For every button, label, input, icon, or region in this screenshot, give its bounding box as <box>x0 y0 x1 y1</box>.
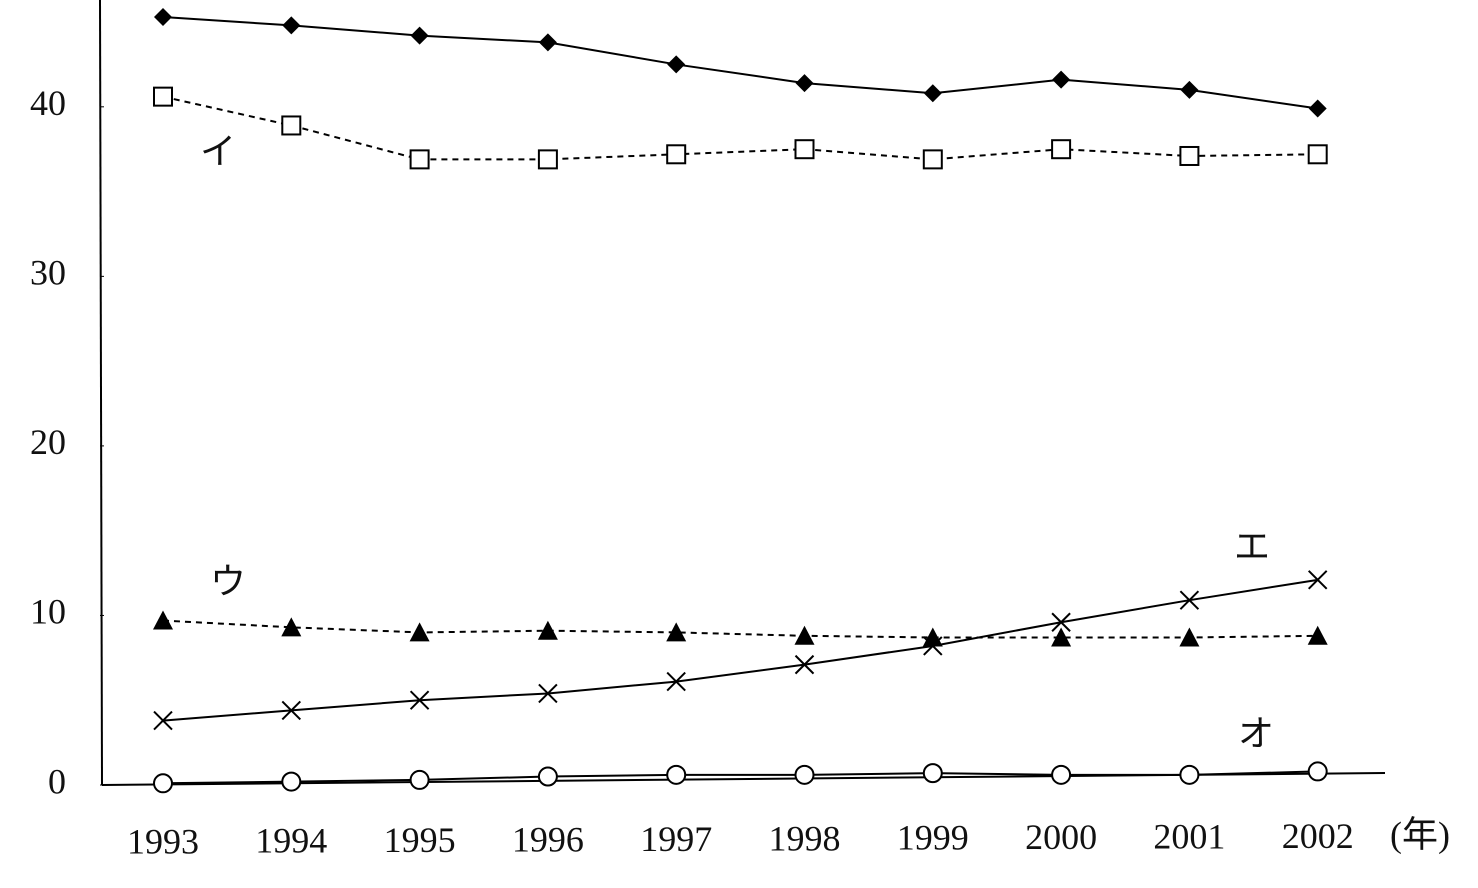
marker <box>667 55 686 74</box>
series-line <box>162 95 1318 161</box>
marker <box>153 86 173 107</box>
marker <box>537 149 558 170</box>
marker <box>666 671 686 692</box>
marker <box>666 144 687 165</box>
x-axis-label: (年) <box>1390 814 1450 854</box>
marker <box>537 766 558 787</box>
marker <box>922 763 943 784</box>
marker <box>1051 612 1071 632</box>
marker <box>1307 144 1328 165</box>
marker <box>409 622 430 642</box>
series-label: エ <box>1234 526 1270 566</box>
marker <box>923 84 942 103</box>
marker <box>1052 70 1071 89</box>
y-tick-label: 10 <box>30 592 66 632</box>
y-axis <box>99 0 103 786</box>
marker <box>1179 764 1200 785</box>
marker <box>1308 99 1327 118</box>
marker <box>409 769 430 790</box>
marker <box>1180 80 1199 99</box>
marker <box>409 149 430 170</box>
marker <box>537 620 558 640</box>
marker <box>1307 761 1328 782</box>
y-tick-label: 40 <box>30 83 66 123</box>
marker <box>1179 627 1200 647</box>
marker <box>538 33 557 52</box>
x-tick-label: 1998 <box>769 818 841 858</box>
marker <box>538 683 558 704</box>
marker <box>795 74 814 93</box>
y-tick-label: 0 <box>48 761 66 801</box>
marker <box>281 700 302 721</box>
marker <box>281 617 302 637</box>
series-line <box>162 15 1318 110</box>
marker <box>794 139 815 160</box>
marker <box>922 149 943 170</box>
y-tick-label: 30 <box>30 253 66 293</box>
x-tick-label: 2000 <box>1025 817 1097 857</box>
series-label: ウ <box>210 561 246 601</box>
marker <box>666 764 687 785</box>
series-line <box>162 578 1318 722</box>
x-tick-label: 1997 <box>640 819 712 859</box>
marker <box>154 7 172 26</box>
marker <box>1307 625 1328 645</box>
marker <box>794 625 815 645</box>
marker <box>1307 570 1328 590</box>
y-tick-label: 20 <box>30 422 66 462</box>
marker <box>153 710 173 731</box>
marker <box>282 16 301 35</box>
x-tick-label: 2002 <box>1282 816 1354 856</box>
marker <box>281 771 302 792</box>
marker <box>1179 590 1200 610</box>
series-label: イ <box>200 131 236 171</box>
marker <box>409 690 430 710</box>
x-tick-label: 1995 <box>384 820 456 860</box>
marker <box>794 764 815 785</box>
marker <box>1051 139 1072 160</box>
x-tick-label: 2001 <box>1153 816 1225 856</box>
series-line <box>162 619 1318 639</box>
series-line <box>162 770 1318 785</box>
x-tick-label: 1994 <box>255 821 327 861</box>
x-tick-label: 1993 <box>127 821 199 861</box>
marker <box>794 654 815 675</box>
marker <box>281 115 302 136</box>
marker <box>1179 145 1200 166</box>
marker <box>153 773 173 794</box>
marker <box>923 636 943 656</box>
marker <box>1051 627 1072 647</box>
series-label: オ <box>1238 713 1274 753</box>
x-tick-label: 1999 <box>897 818 969 858</box>
x-tick-label: 1996 <box>512 819 584 859</box>
marker <box>410 26 429 45</box>
marker <box>1051 764 1072 785</box>
marker <box>153 610 173 630</box>
marker <box>666 622 687 642</box>
